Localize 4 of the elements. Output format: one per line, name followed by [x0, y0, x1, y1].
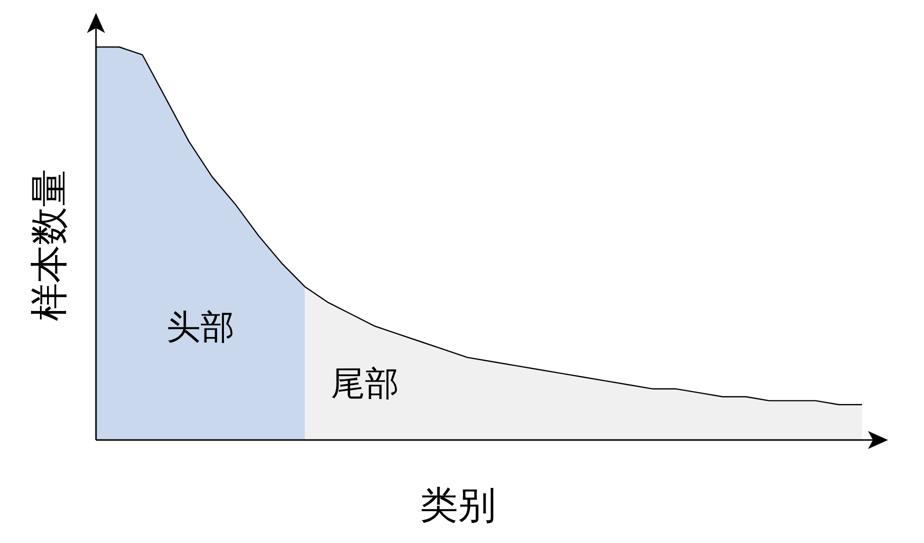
y-axis-title: 样本数量: [27, 169, 71, 321]
series-label: 尾部: [330, 364, 399, 404]
series-label: 头部: [166, 307, 234, 348]
x-axis-title: 类别: [420, 483, 496, 527]
